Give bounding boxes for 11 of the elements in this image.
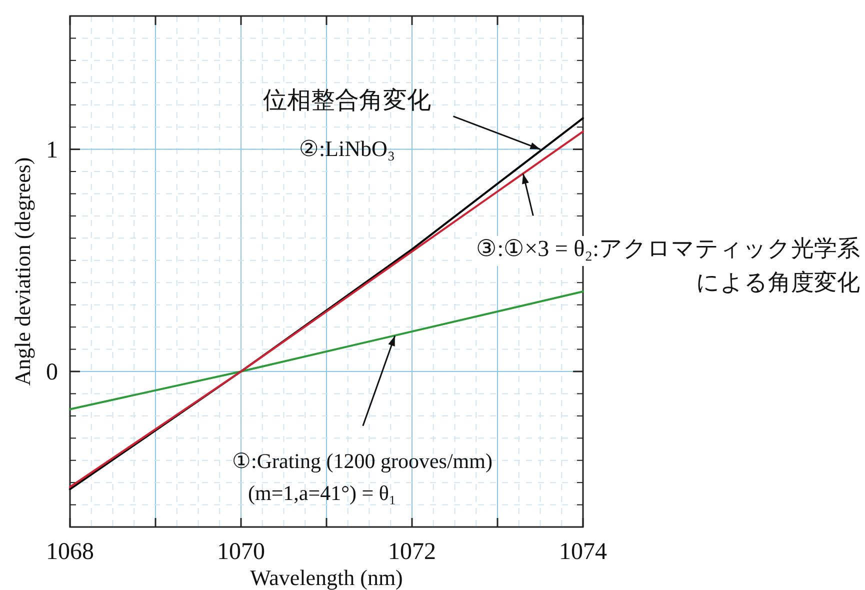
y-tick-label: 1 xyxy=(46,137,58,164)
x-tick-label: 1074 xyxy=(559,539,607,565)
annotation: 位相整合角変化②:LiNbO₃ xyxy=(263,87,431,161)
x-axis-title: Wavelength (nm) xyxy=(250,565,403,590)
annotation: ③:①×3 = θ₂:アクロマティック光学系による角度変化 xyxy=(476,236,860,295)
x-tick-label: 1068 xyxy=(46,539,94,565)
x-tick-label: 1072 xyxy=(388,539,436,565)
y-axis-title: Angle deviation (degrees) xyxy=(10,157,35,386)
y-tick-label: 0 xyxy=(46,359,58,386)
x-tick-label: 1070 xyxy=(217,539,265,565)
annotation: ①:Grating (1200 grooves/mm) (m=1,a=41°) = θ₁ xyxy=(232,449,492,505)
